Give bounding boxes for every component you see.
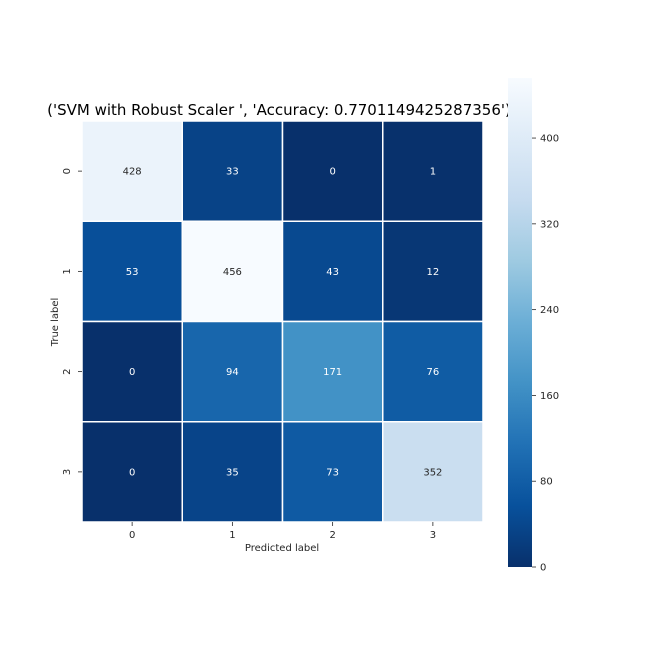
cell-value-label: 73: [326, 467, 339, 478]
heatmap-cell: [181, 421, 284, 523]
cell-value-label: 94: [226, 367, 239, 378]
y-tick-label: 3: [62, 469, 73, 475]
cell-value-label: 0: [129, 367, 135, 378]
heatmap-cells: [81, 120, 484, 523]
colorbar-tick-label: 160: [540, 391, 559, 402]
heatmap-cell: [382, 120, 484, 222]
heatmap-cell: [382, 421, 484, 523]
cell-value-label: 171: [323, 367, 342, 378]
cell-value-label: 53: [126, 267, 139, 278]
cell-value-label: 0: [129, 467, 135, 478]
heatmap-annotations: 428 33 0 1 53 456 43 12 0 94 171 76 0 35 73 352: [123, 167, 443, 479]
heatmap-cell: [181, 220, 284, 323]
colorbar-ticks: 0 80 160 240 320 400: [532, 134, 559, 574]
heatmap-cell: [81, 120, 183, 222]
cell-value-label: 456: [223, 267, 242, 278]
colorbar-tick-label: 400: [540, 134, 559, 145]
x-tick-label: 1: [229, 530, 235, 541]
colorbar-tick-label: 240: [540, 305, 559, 316]
y-axis-ticks: 0 1 2 3: [62, 168, 82, 475]
cell-value-label: 33: [226, 167, 239, 178]
colorbar-tick-label: 80: [540, 477, 553, 488]
cell-value-label: 428: [123, 167, 142, 178]
x-tick-label: 2: [329, 530, 335, 541]
cell-value-label: 12: [427, 267, 440, 278]
colorbar-tick-label: 320: [540, 219, 559, 230]
heatmap-cell: [181, 120, 284, 222]
heatmap-cell: [281, 120, 384, 222]
cell-value-label: 352: [423, 467, 442, 478]
x-tick-label: 0: [129, 530, 135, 541]
x-axis-label: Predicted label: [245, 543, 319, 554]
heatmap-cell: [181, 320, 284, 423]
colorbar: [508, 78, 532, 567]
heatmap-cell: [382, 320, 484, 423]
y-axis-label: True label: [50, 298, 61, 348]
cell-value-label: 1: [430, 167, 436, 178]
x-axis-ticks: 0 1 2 3: [129, 522, 436, 541]
cell-value-label: 43: [326, 267, 339, 278]
y-tick-label: 0: [62, 168, 73, 174]
y-tick-label: 1: [62, 268, 73, 274]
chart-title: ('SVM with Robust Scaler ', 'Accuracy: 0…: [47, 101, 511, 119]
cell-value-label: 76: [427, 367, 440, 378]
y-tick-label: 2: [62, 368, 73, 374]
x-tick-label: 3: [430, 530, 436, 541]
cell-value-label: 35: [226, 467, 239, 478]
cell-value-label: 0: [329, 167, 335, 178]
colorbar-tick-label: 0: [540, 563, 546, 574]
heatmap-cell: [382, 220, 484, 323]
